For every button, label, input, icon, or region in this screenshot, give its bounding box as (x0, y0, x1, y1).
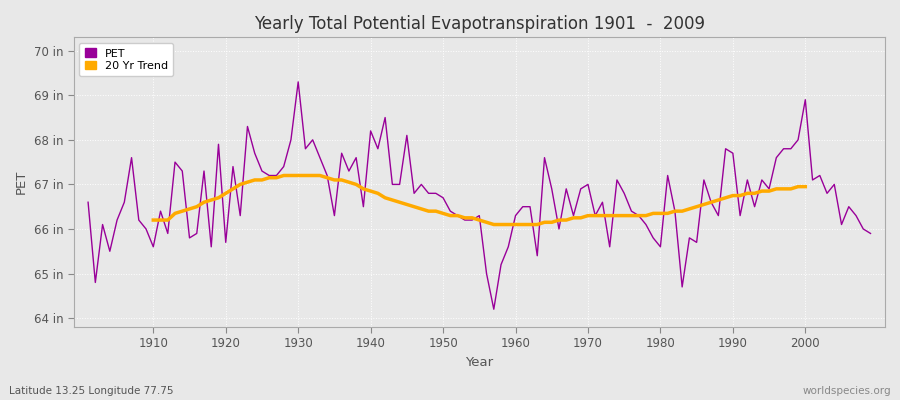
PET (865, 231, 876, 236)
PET (140, 226, 151, 231)
Y-axis label: PET: PET (15, 170, 28, 194)
Title: Yearly Total Potential Evapotranspiration 1901  -  2009: Yearly Total Potential Evapotranspiratio… (254, 15, 705, 33)
20 Yr Trend (713, 198, 724, 202)
20 Yr Trend (148, 218, 158, 222)
20 Yr Trend (322, 175, 333, 180)
PET (351, 155, 362, 160)
Text: worldspecies.org: worldspecies.org (803, 386, 891, 396)
Line: 20 Yr Trend: 20 Yr Trend (153, 176, 806, 224)
PET (525, 204, 535, 209)
PET (489, 307, 500, 312)
20 Yr Trend (278, 173, 289, 178)
Text: Latitude 13.25 Longitude 77.75: Latitude 13.25 Longitude 77.75 (9, 386, 174, 396)
20 Yr Trend (228, 186, 238, 191)
20 Yr Trend (489, 222, 500, 227)
20 Yr Trend (800, 184, 811, 189)
PET (518, 204, 528, 209)
20 Yr Trend (793, 184, 804, 189)
X-axis label: Year: Year (465, 356, 493, 369)
PET (83, 200, 94, 205)
Line: PET: PET (88, 82, 870, 309)
PET (611, 178, 622, 182)
20 Yr Trend (539, 220, 550, 225)
20 Yr Trend (307, 173, 318, 178)
PET (292, 80, 303, 84)
Legend: PET, 20 Yr Trend: PET, 20 Yr Trend (79, 43, 174, 76)
PET (307, 138, 318, 142)
